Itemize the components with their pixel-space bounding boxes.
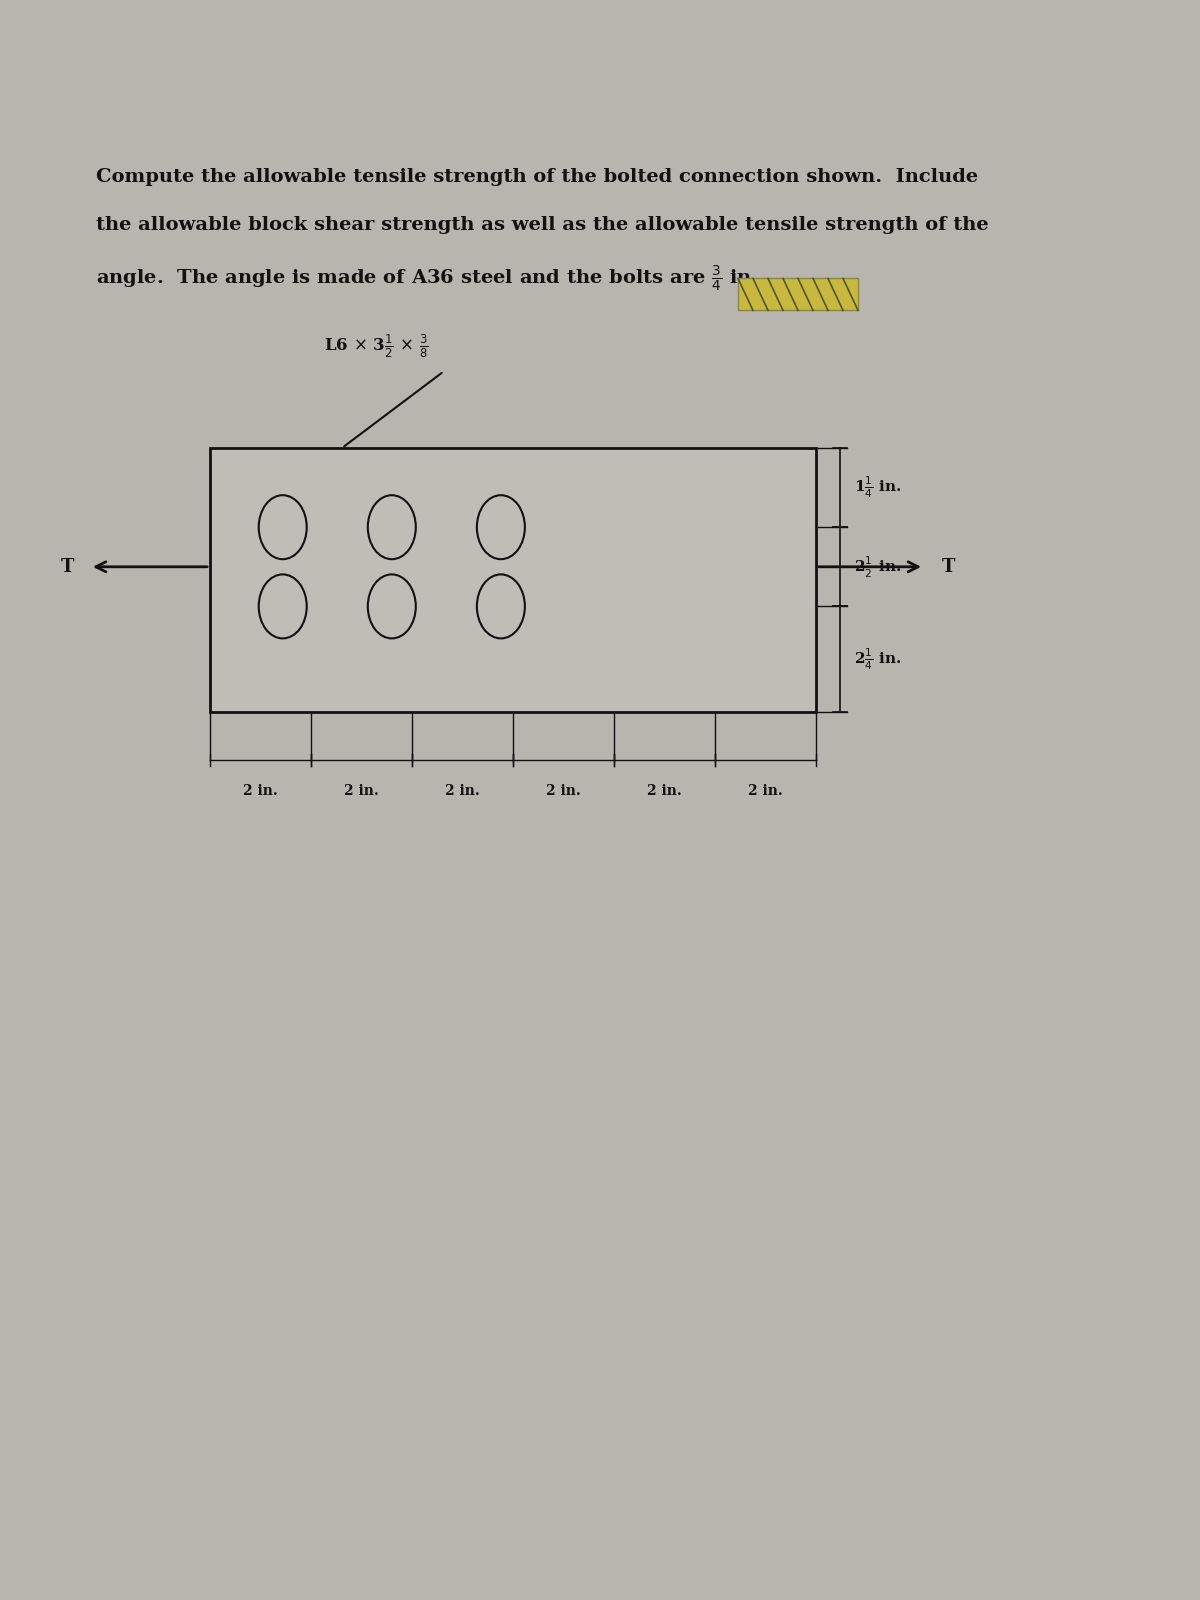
Text: 1$\frac{1}{4}$ in.: 1$\frac{1}{4}$ in.: [854, 475, 902, 501]
Text: angle.  The angle is made of A36 steel and the bolts are $\frac{3}{4}$ in.: angle. The angle is made of A36 steel an…: [96, 264, 758, 294]
Text: 2 in.: 2 in.: [546, 784, 581, 798]
Text: T: T: [61, 558, 74, 576]
Text: 2 in.: 2 in.: [647, 784, 682, 798]
Text: 2$\frac{1}{4}$ in.: 2$\frac{1}{4}$ in.: [854, 646, 902, 672]
Text: 2$\frac{1}{2}$ in.: 2$\frac{1}{2}$ in.: [854, 554, 902, 579]
Text: 2 in.: 2 in.: [344, 784, 379, 798]
Text: 2 in.: 2 in.: [244, 784, 278, 798]
Bar: [738, 278, 858, 310]
Text: L6 $\times$ 3$\frac{1}{2}$ $\times$ $\frac{3}{8}$: L6 $\times$ 3$\frac{1}{2}$ $\times$ $\fr…: [324, 333, 428, 360]
Text: T: T: [942, 558, 955, 576]
Text: 2 in.: 2 in.: [445, 784, 480, 798]
Text: 2 in.: 2 in.: [748, 784, 782, 798]
Text: the allowable block shear strength as well as the allowable tensile strength of : the allowable block shear strength as we…: [96, 216, 989, 234]
Bar: [210, 448, 816, 712]
Text: Compute the allowable tensile strength of the bolted connection shown.  Include: Compute the allowable tensile strength o…: [96, 168, 978, 186]
